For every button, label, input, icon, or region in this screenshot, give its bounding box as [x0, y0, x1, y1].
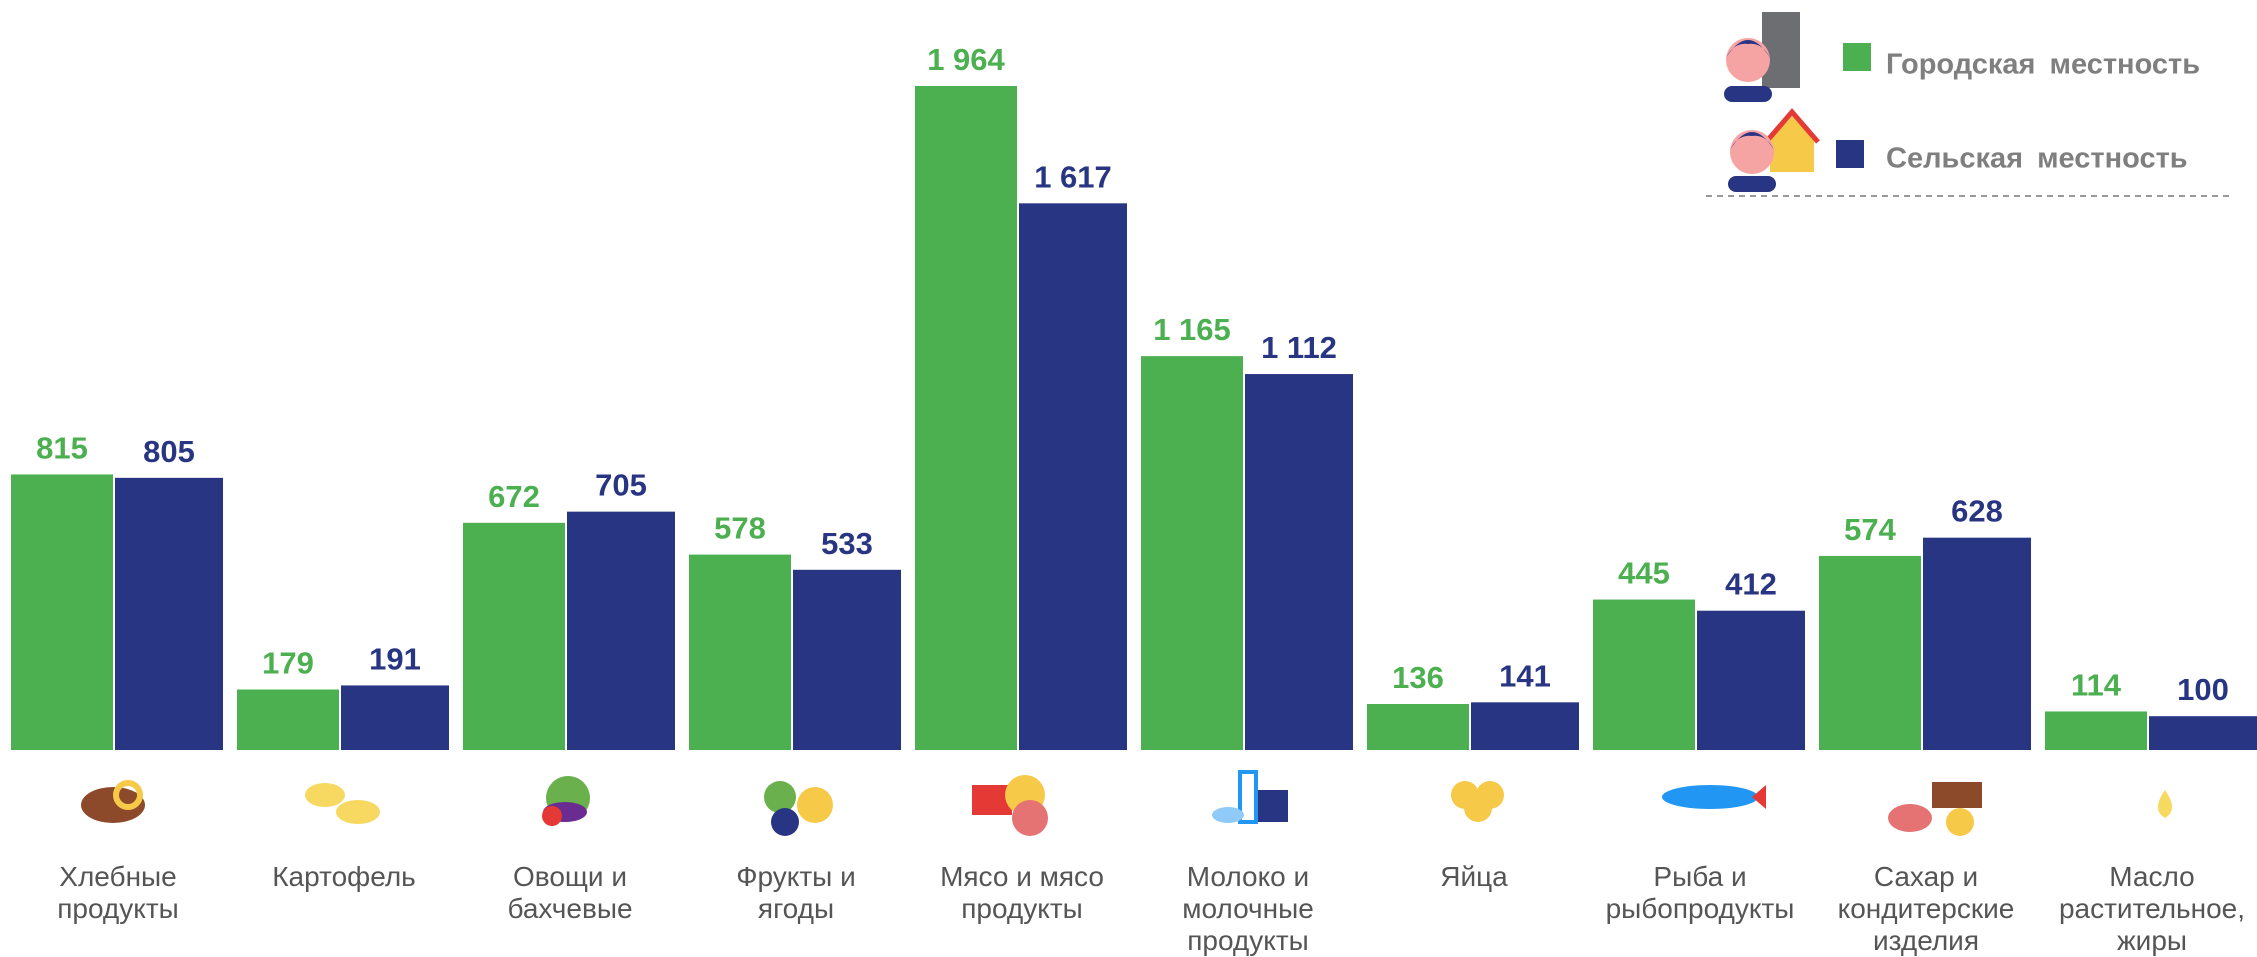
value-label: 672 [488, 479, 540, 514]
value-label: 136 [1392, 660, 1444, 695]
value-label: 141 [1499, 658, 1551, 693]
value-label: 114 [2071, 667, 2122, 702]
category-label: Фрукты и ягоды [736, 861, 856, 924]
bar [1819, 555, 1921, 750]
bar [463, 522, 565, 750]
bar [915, 86, 1017, 750]
value-label: 412 [1725, 567, 1777, 602]
category-label: Яйца [1440, 861, 1508, 892]
category-label: Мясо и мясо продукты [940, 861, 1104, 924]
bar [2149, 716, 2257, 750]
value-label: 574 [1844, 512, 1896, 547]
bar [689, 554, 791, 750]
value-label: 578 [714, 511, 766, 546]
bar [341, 685, 449, 750]
bar [237, 689, 339, 750]
legend-label: Сельская местность [1886, 143, 2188, 175]
value-label: 628 [1951, 494, 2003, 529]
bar [115, 477, 223, 750]
bar [2045, 711, 2147, 750]
category-label: Рыба и рыбопродукты [1605, 861, 1795, 924]
category-icons [81, 770, 2172, 836]
category-label: Овощи и бахчевые [507, 861, 633, 924]
value-label: 805 [143, 434, 195, 469]
urban-icon [1724, 12, 1800, 102]
value-label: 533 [821, 526, 873, 561]
value-label: 1 165 [1153, 312, 1231, 347]
value-label: 100 [2177, 672, 2229, 707]
category-label: Масло растительное, жиры [2058, 861, 2246, 956]
value-label: 1 617 [1034, 159, 1112, 194]
category-label: Картофель [272, 861, 416, 892]
category-label: Хлебные продукты [57, 861, 179, 924]
value-label: 191 [369, 641, 421, 676]
bar [1471, 702, 1579, 750]
bar [567, 511, 675, 750]
bar [1019, 203, 1127, 751]
legend-swatch [1836, 140, 1864, 168]
value-label: 815 [36, 430, 88, 465]
bar [11, 474, 113, 750]
bar [1245, 374, 1353, 750]
bar [1923, 537, 2031, 750]
rural-icon [1728, 108, 1820, 192]
category-label: Сахар и кондитерские изделия [1837, 861, 2015, 956]
bar [793, 569, 901, 750]
value-label: 1 112 [1261, 330, 1337, 365]
value-label: 445 [1618, 556, 1670, 591]
legend-swatch [1843, 43, 1871, 71]
bar [1593, 599, 1695, 750]
bar [1697, 610, 1805, 750]
bar [1141, 356, 1243, 750]
value-label: 179 [262, 645, 314, 680]
category-label: Молоко и молочные продукты [1182, 861, 1314, 956]
value-label: 705 [595, 468, 647, 503]
legend-label: Городская местность [1886, 49, 2200, 81]
bar [1367, 704, 1469, 750]
value-label: 1 964 [927, 42, 1005, 77]
